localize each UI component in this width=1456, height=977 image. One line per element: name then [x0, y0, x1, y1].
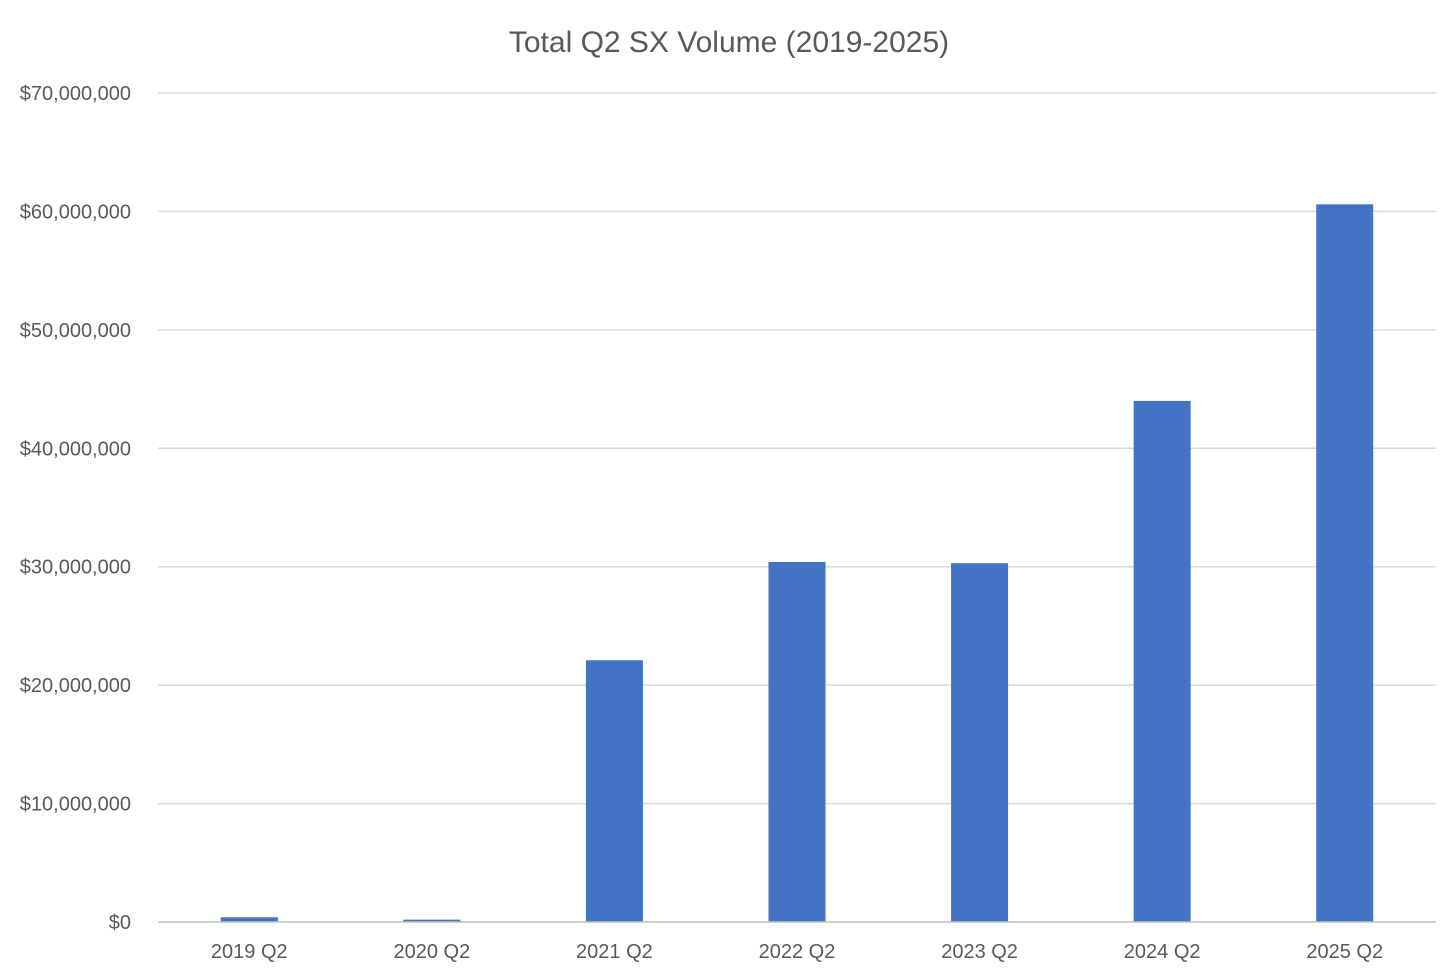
y-tick-label: $60,000,000	[20, 201, 131, 223]
x-tick-label-2022-q2: 2022 Q2	[759, 941, 836, 963]
y-tick-label: $70,000,000	[20, 83, 131, 105]
x-tick-label-2023-q2: 2023 Q2	[941, 941, 1018, 963]
y-axis-tick-labels: $0 $10,000,000 $20,000,000 $30,000,000 $40,0…	[20, 83, 131, 934]
x-tick-label-2019-q2: 2019 Q2	[211, 941, 288, 963]
bar-2022-q2	[768, 561, 826, 922]
bar-2024-q2	[1133, 400, 1191, 922]
bar-2025-q2	[1316, 204, 1374, 922]
y-tick-label: $0	[109, 912, 131, 934]
x-tick-label-2021-q2: 2021 Q2	[576, 941, 653, 963]
x-axis-tick-labels: 2019 Q2 2020 Q2 2021 Q2 2022 Q2 2023 Q2 2024 …	[211, 941, 1383, 963]
bar-2020-q2	[403, 919, 461, 922]
bar-series	[220, 204, 1374, 922]
y-tick-label: $20,000,000	[20, 675, 131, 697]
y-tick-label: $30,000,000	[20, 557, 131, 579]
y-tick-label: $50,000,000	[20, 320, 131, 342]
bar-2019-q2	[220, 917, 278, 922]
x-tick-label-2020-q2: 2020 Q2	[393, 941, 470, 963]
y-tick-label: $10,000,000	[20, 794, 131, 816]
bar-2021-q2	[585, 660, 643, 922]
y-tick-label: $40,000,000	[20, 438, 131, 460]
bar-2023-q2	[951, 563, 1009, 922]
x-tick-label-2024-q2: 2024 Q2	[1124, 941, 1201, 963]
x-tick-label-2025-q2: 2025 Q2	[1306, 941, 1383, 963]
chart-title: Total Q2 SX Volume (2019-2025)	[509, 26, 949, 59]
